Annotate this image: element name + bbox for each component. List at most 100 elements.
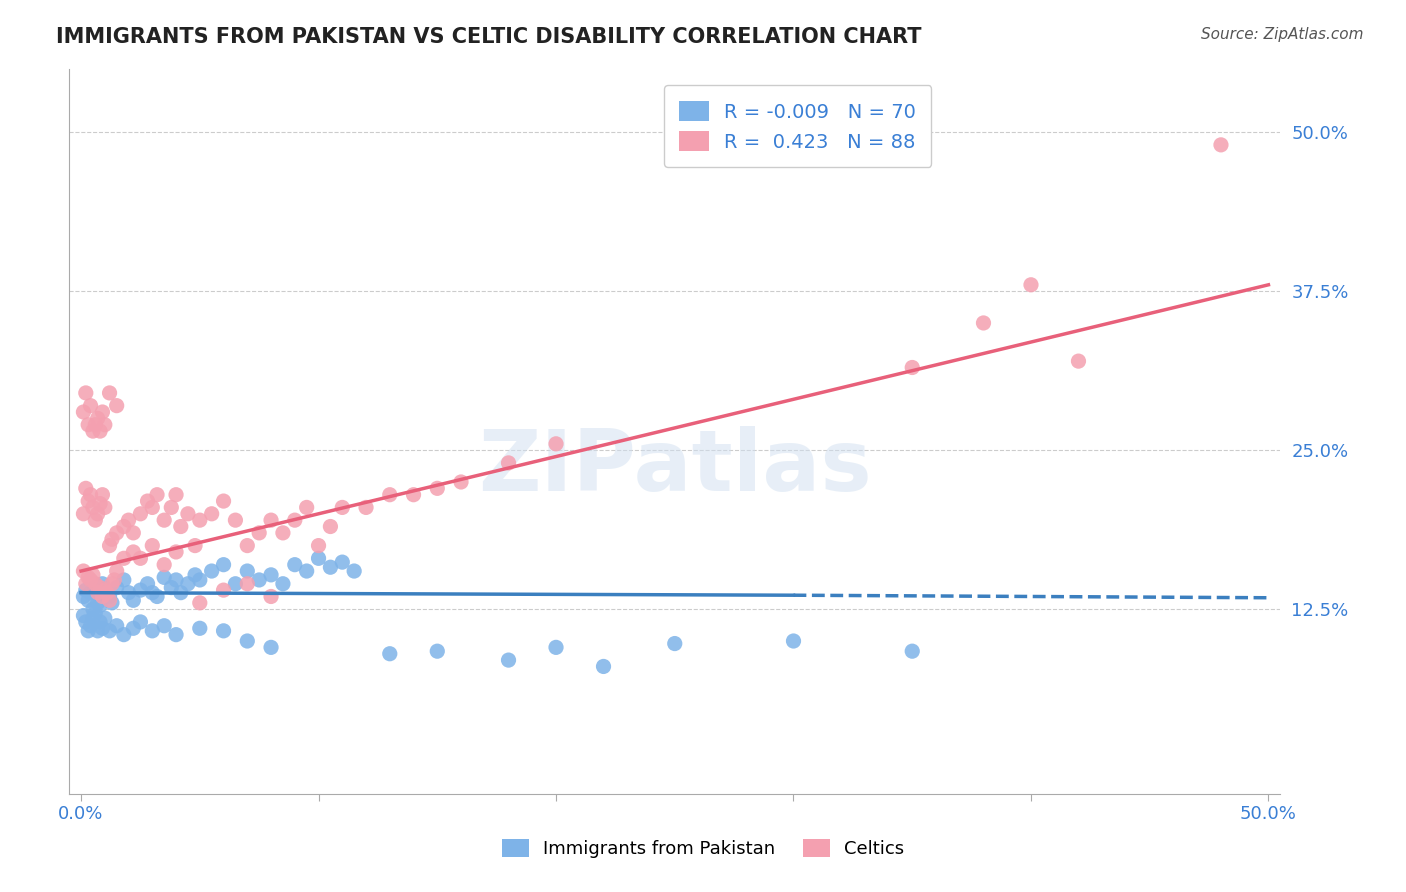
Point — [94, 583, 117, 598]
Point — [260, 513, 283, 527]
Point — [295, 500, 318, 515]
Point — [98, 593, 121, 607]
Point — [271, 576, 294, 591]
Point — [260, 590, 283, 604]
Point — [284, 558, 307, 572]
Point — [84, 581, 107, 595]
Point — [117, 513, 139, 527]
Point — [86, 624, 108, 638]
Point — [212, 583, 235, 598]
Point — [72, 590, 94, 604]
Point — [129, 551, 152, 566]
Point — [101, 596, 124, 610]
Point — [105, 525, 128, 540]
Point — [86, 411, 108, 425]
Point — [170, 585, 193, 599]
Point — [77, 624, 100, 638]
Point — [72, 564, 94, 578]
Point — [103, 573, 125, 587]
Point — [153, 558, 176, 572]
Point — [319, 560, 342, 574]
Point — [330, 555, 353, 569]
Point — [75, 615, 97, 629]
Point — [247, 573, 270, 587]
Point — [75, 576, 97, 591]
Point — [141, 624, 163, 638]
Point — [89, 599, 111, 613]
Point — [146, 488, 169, 502]
Point — [247, 525, 270, 540]
Point — [782, 634, 804, 648]
Point — [177, 576, 200, 591]
Point — [153, 619, 176, 633]
Point — [153, 513, 176, 527]
Point — [82, 567, 104, 582]
Point — [75, 481, 97, 495]
Point — [212, 624, 235, 638]
Point — [212, 494, 235, 508]
Point — [188, 596, 211, 610]
Point — [72, 405, 94, 419]
Point — [343, 564, 366, 578]
Point — [75, 583, 97, 598]
Point — [96, 585, 118, 599]
Point — [498, 653, 520, 667]
Point — [188, 513, 211, 527]
Point — [77, 593, 100, 607]
Point — [308, 551, 330, 566]
Point — [79, 488, 101, 502]
Point — [94, 611, 117, 625]
Point — [201, 564, 224, 578]
Point — [165, 545, 187, 559]
Text: Source: ZipAtlas.com: Source: ZipAtlas.com — [1201, 27, 1364, 42]
Point — [224, 576, 246, 591]
Point — [105, 581, 128, 595]
Point — [84, 576, 107, 591]
Point — [188, 621, 211, 635]
Point — [544, 437, 567, 451]
Point — [98, 590, 121, 604]
Point — [201, 507, 224, 521]
Point — [112, 551, 135, 566]
Point — [260, 640, 283, 655]
Point — [354, 500, 377, 515]
Point — [1067, 354, 1090, 368]
Point — [91, 621, 114, 635]
Point — [79, 619, 101, 633]
Point — [184, 567, 207, 582]
Point — [308, 539, 330, 553]
Point — [165, 627, 187, 641]
Point — [82, 602, 104, 616]
Point — [77, 494, 100, 508]
Point — [165, 573, 187, 587]
Point — [236, 634, 259, 648]
Point — [664, 636, 686, 650]
Point — [236, 539, 259, 553]
Point — [105, 399, 128, 413]
Point — [236, 576, 259, 591]
Point — [160, 581, 183, 595]
Point — [901, 360, 924, 375]
Point — [330, 500, 353, 515]
Point — [271, 525, 294, 540]
Point — [112, 519, 135, 533]
Legend: R = -0.009   N = 70, R =  0.423   N = 88: R = -0.009 N = 70, R = 0.423 N = 88 — [664, 86, 932, 168]
Point — [122, 525, 145, 540]
Point — [122, 621, 145, 635]
Point — [141, 539, 163, 553]
Point — [146, 590, 169, 604]
Point — [260, 567, 283, 582]
Point — [72, 608, 94, 623]
Point — [426, 481, 449, 495]
Point — [91, 576, 114, 591]
Point — [129, 583, 152, 598]
Point — [77, 417, 100, 432]
Point — [98, 539, 121, 553]
Text: ZIPatlas: ZIPatlas — [478, 425, 872, 508]
Point — [112, 627, 135, 641]
Point — [450, 475, 472, 489]
Point — [177, 507, 200, 521]
Point — [544, 640, 567, 655]
Point — [972, 316, 994, 330]
Point — [101, 576, 124, 591]
